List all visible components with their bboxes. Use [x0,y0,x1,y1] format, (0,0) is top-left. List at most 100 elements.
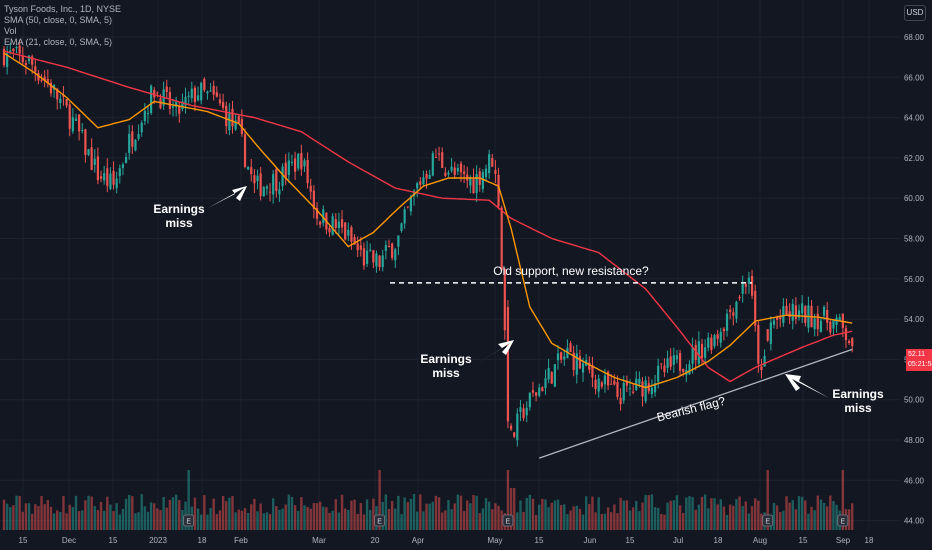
candle-body [403,209,406,224]
volume-bar [246,513,250,530]
y-tick-label: 50.00 [904,396,925,405]
volume-bar [325,507,328,530]
drawing-tools[interactable] [390,282,853,459]
volume-bar [434,495,438,530]
volume-bar [441,512,444,530]
volume-bar [353,499,356,530]
volume-bar [181,509,184,530]
candle-body [312,190,315,209]
volume-bar [390,501,394,530]
candle-body [556,353,560,361]
y-tick-label: 60.00 [904,194,925,203]
volume-bar [165,507,168,530]
volume-bar [87,495,90,530]
candle-body [707,337,710,348]
volume-bar [728,504,732,530]
candle-body [503,268,506,331]
candle-body [356,243,359,251]
volume-bar [525,497,528,530]
candle-body [397,235,400,247]
legend-ema[interactable]: EMA (21, close, 0, SMA, 5) [4,37,113,47]
volume-bar [569,510,572,530]
candle-body [794,305,797,319]
volume-bar [700,496,704,530]
time-axis[interactable]: 15 Dec 15 2023 18 Feb Mar 20 Apr May 15 Jun 15 Jul 18 A… [19,536,874,545]
y-tick-label: 68.00 [904,33,925,42]
candle-body [43,76,46,81]
candle-body [90,147,93,170]
volume-bar [766,470,769,530]
volume-bar [174,494,178,530]
volume-bar [168,499,172,530]
candle-body [109,173,112,189]
volume-bar [653,507,657,530]
candle-body [297,153,300,169]
volume-bar [115,503,118,530]
candle-body [481,172,484,190]
volume-bar [218,510,222,530]
volume-bar [328,512,331,530]
candle-body [616,381,619,397]
candle-body [265,186,269,189]
volume-bar [459,495,463,530]
volume-bar [243,508,247,530]
candle-body [81,129,84,131]
volume-bar [522,511,525,530]
volume-bar [121,508,125,530]
volume-bar [788,502,791,530]
volume-bar [675,495,679,530]
volume-bar [584,496,588,530]
volume-bar [694,509,697,530]
volume-bar [99,501,103,530]
volume-bar [262,513,265,530]
candle-body [725,313,729,331]
legend-vol[interactable]: Vol [4,26,17,36]
legend-symbol[interactable]: Tyson Foods, Inc., 1D, NYSE [4,4,122,14]
candle-body [535,392,538,396]
candle-body [437,153,441,155]
volume-bar [732,505,735,530]
candle-body [782,306,785,323]
volume-bar [171,497,175,530]
volume-bar [306,506,309,530]
candle-body [428,174,431,179]
volume-bar [34,504,37,530]
volume-bar [832,501,835,530]
candle-body [131,131,134,147]
volume-bar [478,513,481,530]
candle-body [99,176,103,179]
candle-body [175,101,178,107]
volume-bar [193,497,197,530]
volume-bar [37,506,40,530]
candle-body [387,245,391,247]
volume-bar [619,497,622,530]
chart-legend[interactable]: Tyson Foods, Inc., 1D, NYSE SMA (50, clo… [4,4,121,48]
currency-badge[interactable]: USD [904,5,926,21]
volume-bar [656,507,660,530]
legend-sma[interactable]: SMA (50, close, 0, SMA, 5) [4,15,113,25]
candle-body [293,158,297,172]
candle-body [303,160,306,167]
price-axis[interactable]: 44.0046.0048.0050.0052.0054.0056.0058.00… [904,33,925,526]
candle-body [247,166,250,170]
candle-body [757,324,760,364]
candle-body [804,306,807,323]
candle-body [65,99,68,106]
candle-body [459,163,463,173]
volume-bar [497,505,500,530]
candle-body [372,250,375,263]
volume-bar [369,509,372,530]
volume-bar [735,498,738,530]
candle-body [378,255,381,268]
volume-bar [738,496,741,530]
candle-body [488,154,491,174]
volume-bar [318,501,322,530]
volume-bar [137,512,140,530]
x-tick-label: Dec [62,536,76,545]
last-price-countdown: 05:21:54 [908,361,932,368]
candle-body [93,158,96,165]
x-tick-label: 18 [865,536,874,545]
candle-body [416,183,419,189]
volume-bar [663,514,666,530]
